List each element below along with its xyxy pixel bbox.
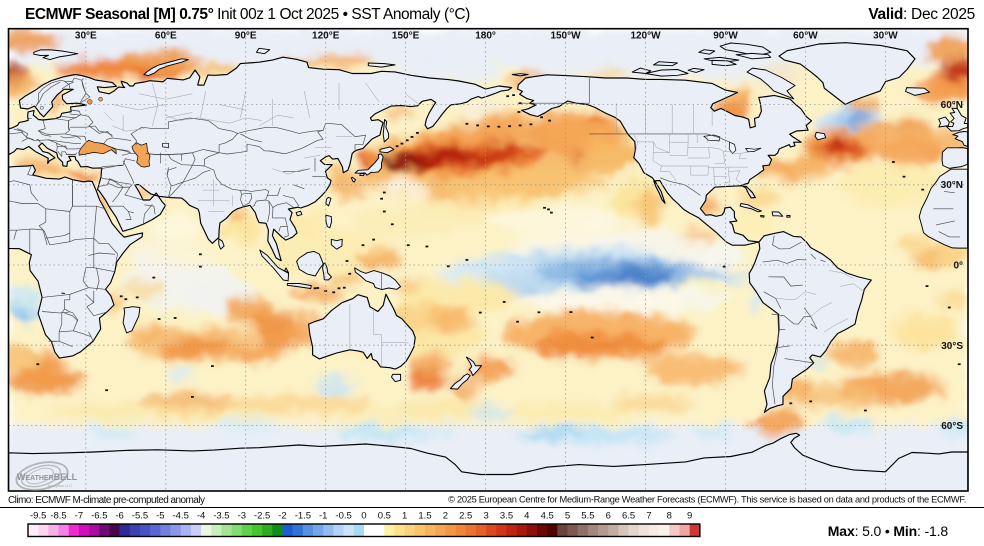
svg-text:-5: -5: [156, 511, 164, 522]
svg-text:WEATHERBELL: WEATHERBELL: [17, 472, 78, 482]
svg-text:60°N: 60°N: [941, 100, 963, 111]
svg-text:30°N: 30°N: [941, 180, 963, 191]
svg-text:-3: -3: [238, 511, 246, 522]
svg-text:Climo: ECMWF M-climate pre-com: Climo: ECMWF M-climate pre-computed anom…: [8, 495, 205, 506]
svg-text:-6: -6: [115, 511, 123, 522]
svg-text:9: 9: [687, 511, 692, 522]
svg-text:3.5: 3.5: [500, 511, 513, 522]
svg-text:150°E: 150°E: [392, 31, 420, 42]
svg-text:90°E: 90°E: [235, 31, 257, 42]
svg-text:-8.5: -8.5: [50, 511, 66, 522]
svg-text:3: 3: [483, 511, 488, 522]
svg-text:120°E: 120°E: [312, 31, 340, 42]
svg-text:-2.5: -2.5: [254, 511, 270, 522]
svg-text:-5.5: -5.5: [132, 511, 148, 522]
svg-text:6.5: 6.5: [622, 511, 635, 522]
svg-text:7: 7: [646, 511, 651, 522]
svg-text:0: 0: [361, 511, 366, 522]
svg-text:Valid: Dec 2025: Valid: Dec 2025: [868, 6, 975, 23]
svg-text:-2: -2: [278, 511, 286, 522]
svg-text:2: 2: [443, 511, 448, 522]
svg-text:-3.5: -3.5: [213, 511, 229, 522]
svg-text:0°: 0°: [953, 261, 963, 272]
svg-text:4: 4: [524, 511, 529, 522]
svg-text:5: 5: [565, 511, 570, 522]
svg-text:-4.5: -4.5: [173, 511, 189, 522]
svg-text:1.5: 1.5: [418, 511, 431, 522]
svg-text:-1.5: -1.5: [295, 511, 311, 522]
svg-text:Analytics LLC: Analytics LLC: [48, 483, 73, 488]
svg-text:6: 6: [606, 511, 611, 522]
svg-text:-7: -7: [75, 511, 83, 522]
svg-text:-6.5: -6.5: [91, 511, 107, 522]
svg-text:120°W: 120°W: [630, 31, 661, 42]
svg-text:-9.5: -9.5: [30, 511, 46, 522]
svg-text:1: 1: [402, 511, 407, 522]
svg-text:8: 8: [667, 511, 672, 522]
svg-text:0.5: 0.5: [378, 511, 391, 522]
svg-text:5.5: 5.5: [581, 511, 594, 522]
svg-text:2.5: 2.5: [459, 511, 472, 522]
svg-text:90°W: 90°W: [713, 31, 738, 42]
svg-text:30°E: 30°E: [75, 31, 97, 42]
svg-text:150°W: 150°W: [550, 31, 581, 42]
svg-text:© 2025 European Centre for Med: © 2025 European Centre for Medium-Range …: [448, 495, 966, 505]
svg-text:180°: 180°: [475, 31, 496, 42]
svg-text:60°S: 60°S: [941, 421, 963, 432]
svg-text:60°E: 60°E: [155, 31, 177, 42]
svg-text:-4: -4: [197, 511, 205, 522]
svg-text:30°W: 30°W: [873, 31, 898, 42]
svg-text:ECMWF Seasonal [M] 0.75° Init: ECMWF Seasonal [M] 0.75° Init 00z 1 Oct …: [25, 6, 470, 23]
svg-text:4.5: 4.5: [541, 511, 554, 522]
svg-text:Max: 5.0 • Min: -1.8: Max: 5.0 • Min: -1.8: [828, 523, 949, 539]
svg-text:60°W: 60°W: [793, 31, 818, 42]
svg-text:-0.5: -0.5: [335, 511, 351, 522]
svg-text:-1: -1: [319, 511, 327, 522]
svg-text:30°S: 30°S: [941, 341, 963, 352]
